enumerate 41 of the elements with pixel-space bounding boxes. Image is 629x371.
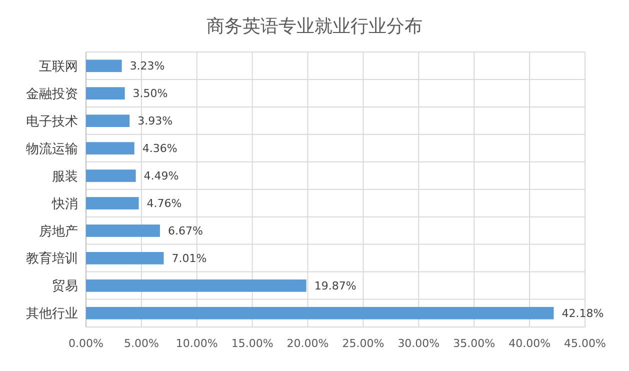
y-tick-label: 其他行业	[26, 306, 78, 322]
bar	[86, 279, 306, 292]
bar	[86, 252, 164, 264]
chart-title: 商务英语专业就业行业分布	[206, 16, 422, 37]
bar	[86, 224, 160, 237]
data-label: 19.87%	[314, 280, 356, 293]
data-label: 4.49%	[144, 170, 179, 183]
x-tick-label: 20.00%	[286, 337, 329, 350]
y-tick-label: 互联网	[39, 59, 78, 74]
data-label: 7.01%	[172, 252, 207, 266]
bar	[86, 142, 134, 154]
data-label: 4.36%	[142, 142, 178, 156]
data-label: 3.93%	[138, 114, 173, 128]
data-label: 3.23%	[130, 60, 165, 73]
bar	[86, 114, 130, 127]
bar	[86, 60, 122, 72]
y-tick-label: 贸易	[52, 279, 78, 294]
x-tick-label: 25.00%	[342, 337, 384, 350]
x-tick-label: 15.00%	[231, 337, 274, 350]
bar	[86, 306, 554, 320]
data-label: 3.50%	[132, 87, 168, 100]
x-tick-label: 10.00%	[176, 337, 218, 350]
y-tick-label: 物流运输	[26, 140, 78, 157]
bar	[86, 197, 139, 210]
data-label: 4.76%	[146, 197, 182, 210]
x-tick-label: 40.00%	[508, 337, 551, 350]
x-tick-label: 30.00%	[398, 337, 440, 350]
x-tick-label: 35.00%	[453, 337, 496, 350]
y-tick-label: 房地产	[39, 223, 78, 240]
x-tick-label: 0.00%	[68, 337, 104, 350]
y-tick-label: 快消	[51, 196, 78, 212]
y-tick-label: 电子技术	[26, 114, 78, 130]
bar	[86, 87, 125, 100]
x-tick-label: 45.00%	[564, 337, 606, 350]
x-tick-label: 5.00%	[124, 337, 159, 350]
y-tick-label: 金融投资	[26, 86, 78, 102]
data-label: 42.18%	[562, 306, 604, 320]
y-tick-label: 教育培训	[26, 250, 78, 267]
bar	[86, 170, 136, 182]
data-label: 6.67%	[168, 224, 203, 238]
y-tick-label: 服装	[52, 169, 78, 184]
